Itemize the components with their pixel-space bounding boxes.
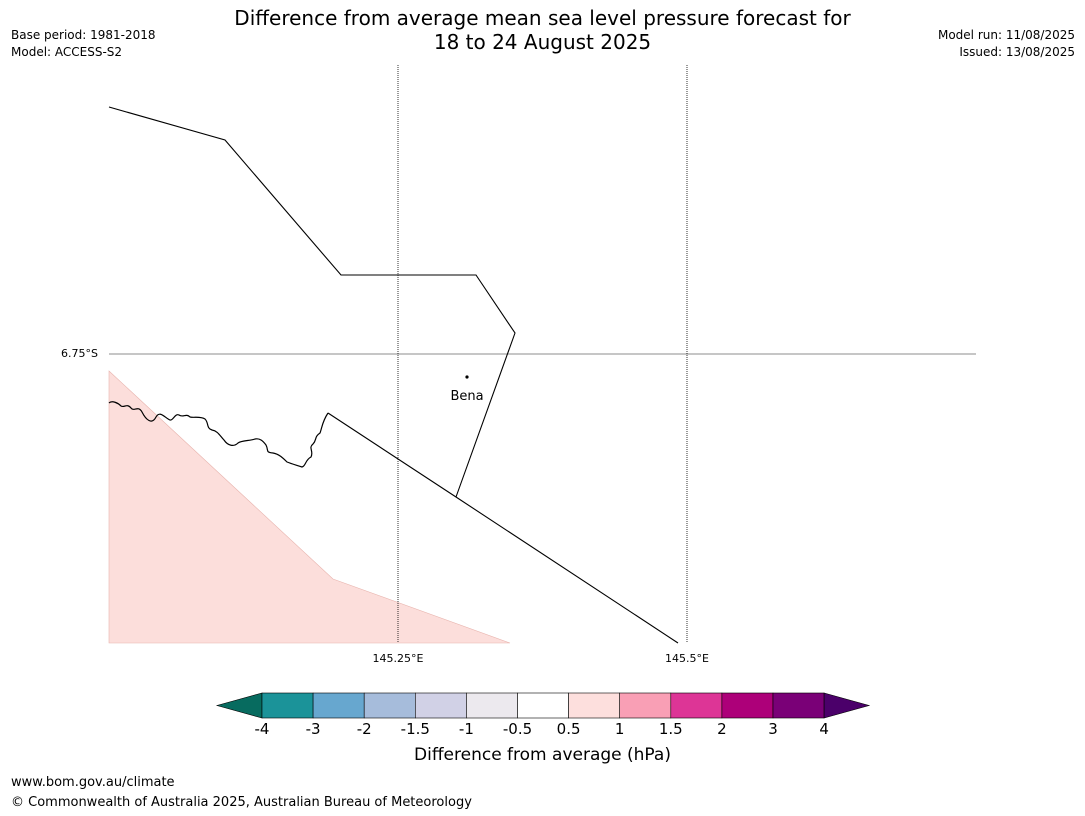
colorbar-tick-label: -4	[254, 720, 270, 738]
river-boundary	[108, 401, 329, 468]
colorbar-extend-low	[215, 692, 263, 719]
model-run-text: Model run: 11/08/2025	[937, 28, 1075, 42]
colorbar-tick-label: 1	[614, 720, 625, 738]
colorbar-tick-label: 2	[717, 720, 727, 738]
colorbar-swatch	[466, 692, 518, 719]
lon-label-145-25e: 145.25°E	[372, 652, 424, 665]
colorbar-tick-label: -1.5	[400, 720, 430, 738]
colorbar-swatch	[721, 692, 774, 719]
model-text: Model: ACCESS-S2	[11, 45, 123, 59]
title-line-2: 18 to 24 August 2025	[433, 30, 652, 54]
colorbar-tick-label: -1	[458, 720, 474, 738]
colorbar-swatch	[363, 692, 416, 719]
meta-left: Base period: 1981-2018 Model: ACCESS-S2	[11, 27, 156, 61]
title-line-1: Difference from average mean sea level p…	[234, 6, 851, 30]
town-marker-bena	[465, 375, 469, 379]
colorbar-tick-label: 4	[819, 720, 829, 738]
colorbar-swatch	[772, 692, 825, 719]
colorbar-tick-label: 3	[768, 720, 778, 738]
colorbar-tick-label: 0.5	[556, 720, 581, 738]
base-period-text: Base period: 1981-2018	[11, 28, 156, 42]
region-boundary-south	[327, 412, 679, 644]
issued-text: Issued: 13/08/2025	[959, 45, 1075, 59]
colorbar-label: Difference from average (hPa)	[414, 745, 671, 765]
lat-label-6-75s: 6.75°S	[61, 347, 98, 360]
colorbar-tick-label: -2	[356, 720, 372, 738]
colorbar-swatch	[414, 692, 467, 719]
colorbar-swatch	[517, 692, 569, 719]
colorbar-extend-high	[823, 692, 871, 719]
meta-right: Model run: 11/08/2025 Issued: 13/08/2025	[938, 27, 1075, 61]
lon-label-145-5e: 145.5°E	[665, 652, 709, 665]
town-label-bena: Bena	[450, 389, 484, 404]
colorbar-swatch	[670, 692, 723, 719]
colorbar-swatch	[261, 692, 314, 719]
colorbar-tick-label: -3	[305, 720, 321, 738]
colorbar-tick-label: 1.5	[658, 720, 683, 738]
colorbar-swatch	[568, 692, 620, 719]
colorbar-tick-label: -0.5	[502, 720, 533, 738]
footer-copyright: © Commonwealth of Australia 2025, Austra…	[11, 795, 472, 810]
footer-url[interactable]: www.bom.gov.au/climate	[11, 775, 175, 790]
chart-title: Difference from average mean sea level p…	[0, 6, 1085, 54]
colorbar-swatch	[312, 692, 365, 719]
shaded-anomaly-region	[108, 370, 511, 644]
colorbar-swatch	[619, 692, 672, 719]
region-boundary-north	[108, 106, 516, 498]
